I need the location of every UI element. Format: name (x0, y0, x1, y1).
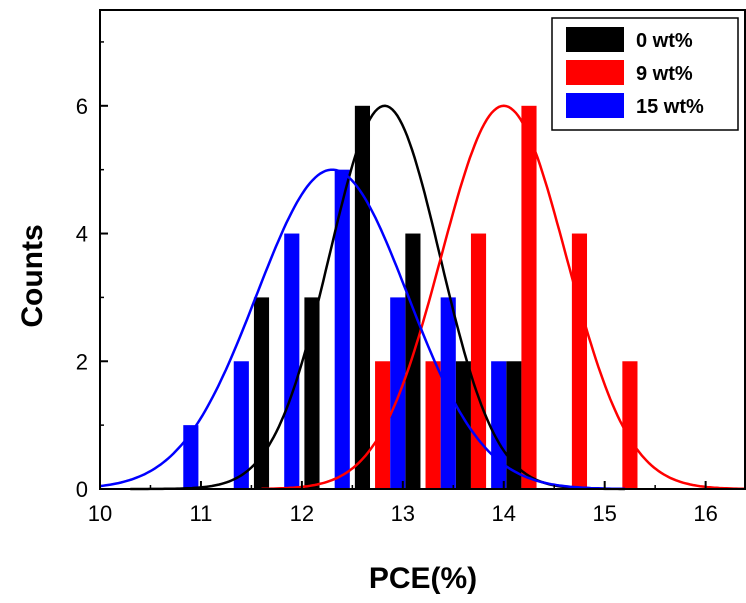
ticks-layer: 10 11 12 13 14 15 16 0 2 4 6 (76, 41, 718, 526)
x-tick-label: 12 (290, 501, 314, 526)
bar-0wt-3 (405, 233, 421, 489)
bar-9wt-5 (622, 361, 638, 489)
y-tick-label: 0 (76, 477, 88, 502)
bar-15wt-3 (334, 169, 350, 489)
fit-curve-15wt (99, 168, 625, 491)
bar-0wt-2 (354, 105, 371, 490)
y-axis-title: Counts (16, 224, 49, 327)
x-tick-label: 13 (391, 501, 415, 526)
fit-curves-layer (99, 104, 746, 491)
y-tick-label: 6 (76, 94, 88, 119)
legend-swatch (566, 60, 624, 85)
bar-0wt-4 (455, 361, 471, 489)
bar-9wt-4 (571, 233, 588, 489)
bar-15wt-0 (183, 425, 199, 489)
bar-0wt-1 (304, 297, 320, 489)
legend: 0 wt% 9 wt% 15 wt% (551, 17, 739, 131)
x-tick-label: 11 (190, 501, 213, 526)
bar-9wt-2 (470, 233, 487, 489)
x-tick-label: 10 (88, 501, 112, 526)
legend-swatch (566, 93, 624, 118)
bar-0wt-5 (506, 361, 522, 489)
bar-15wt-4 (390, 297, 406, 489)
fit-curve-9wt (261, 104, 746, 491)
plot-frame (99, 9, 746, 490)
y-tick-label: 4 (76, 222, 88, 247)
legend-label: 9 wt% (636, 63, 693, 85)
bar-15wt-6 (491, 361, 507, 489)
legend-label: 15 wt% (636, 96, 704, 118)
x-tick-label: 15 (592, 501, 616, 526)
bar-0wt-0 (253, 297, 270, 489)
bar-9wt-3 (521, 105, 537, 490)
x-tick-label: 14 (492, 501, 516, 526)
bar-15wt-1 (233, 361, 249, 489)
y-tick-label: 2 (76, 349, 88, 374)
x-axis-title: PCE(%) (369, 562, 477, 595)
axes-layer (99, 9, 746, 490)
bar-15wt-2 (284, 233, 300, 489)
x-tick-label: 16 (693, 501, 717, 526)
bar-9wt-0 (375, 361, 391, 489)
legend-label: 0 wt% (636, 30, 693, 52)
legend-swatch (566, 27, 624, 52)
bar-9wt-1 (425, 361, 441, 489)
bars-layer (183, 105, 638, 490)
